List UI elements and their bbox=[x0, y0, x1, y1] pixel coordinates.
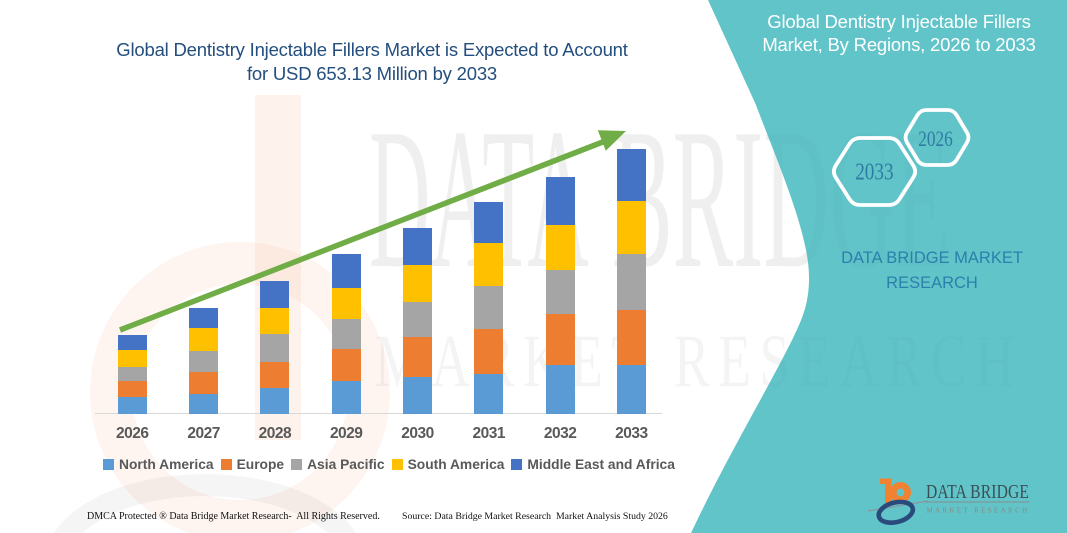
svg-text:2033: 2033 bbox=[855, 159, 893, 186]
svg-text:2026: 2026 bbox=[918, 127, 953, 151]
svg-text:DATA BRIDGE: DATA BRIDGE bbox=[926, 480, 1029, 502]
svg-text:MARKET RESEARCH: MARKET RESEARCH bbox=[927, 507, 1030, 515]
